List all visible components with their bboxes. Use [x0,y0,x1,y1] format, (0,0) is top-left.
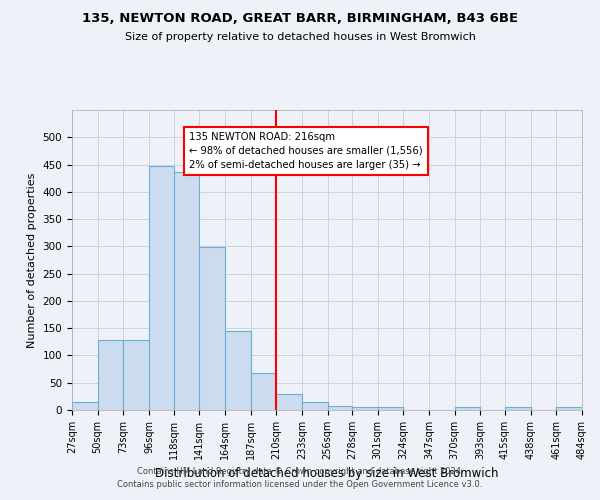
Text: Contains HM Land Registry data © Crown copyright and database right 2024.: Contains HM Land Registry data © Crown c… [137,467,463,476]
Bar [72,402,98,410]
Bar [251,373,276,410]
Bar [173,172,199,410]
Bar [328,406,352,410]
Bar [505,406,530,410]
Text: Contains public sector information licensed under the Open Government Licence v3: Contains public sector information licen… [118,480,482,489]
Bar [556,408,582,410]
Text: 135 NEWTON ROAD: 216sqm
← 98% of detached houses are smaller (1,556)
2% of semi-: 135 NEWTON ROAD: 216sqm ← 98% of detache… [189,132,423,170]
Bar [455,406,481,410]
Bar [149,166,173,410]
Y-axis label: Number of detached properties: Number of detached properties [27,172,37,348]
Bar [352,408,378,410]
Bar [225,331,251,410]
Text: Size of property relative to detached houses in West Bromwich: Size of property relative to detached ho… [125,32,475,42]
X-axis label: Distribution of detached houses by size in West Bromwich: Distribution of detached houses by size … [155,468,499,480]
Text: 135, NEWTON ROAD, GREAT BARR, BIRMINGHAM, B43 6BE: 135, NEWTON ROAD, GREAT BARR, BIRMINGHAM… [82,12,518,26]
Bar [276,394,302,410]
Bar [302,402,328,410]
Bar [199,248,225,410]
Bar [124,340,149,410]
Bar [98,340,124,410]
Bar [378,406,403,410]
